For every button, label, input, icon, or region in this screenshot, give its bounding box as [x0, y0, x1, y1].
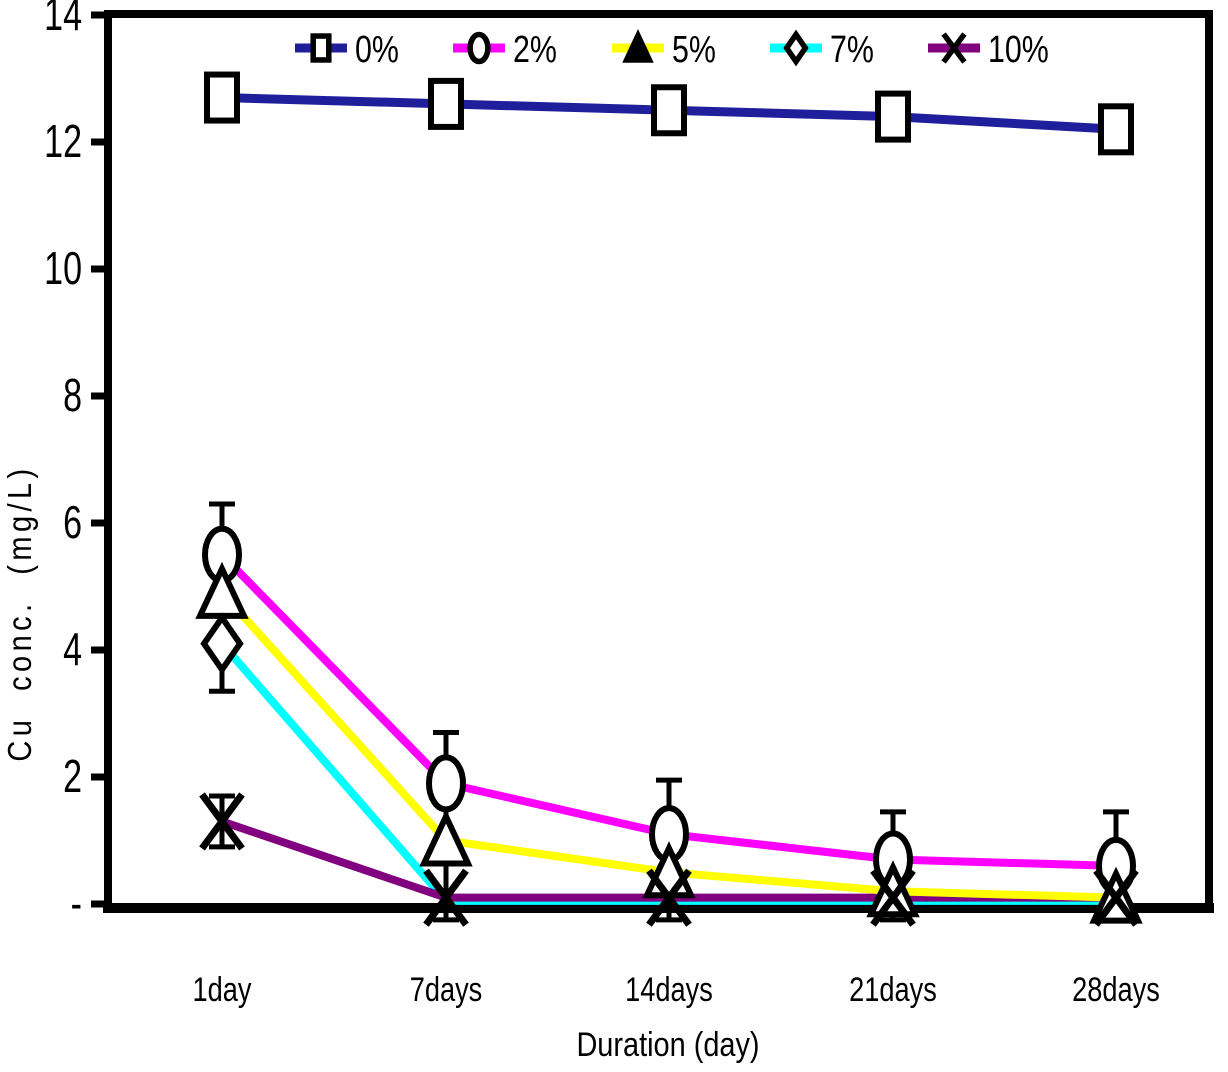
data-point-10% — [1093, 868, 1139, 927]
data-point-10% — [423, 868, 469, 927]
data-point-7% — [200, 612, 244, 675]
x-category-label: 14days — [625, 970, 713, 1009]
y-tick-label: 14 — [44, 0, 82, 40]
data-point-5% — [866, 860, 920, 918]
data-point-0% — [651, 84, 687, 137]
data-point-10% — [199, 792, 245, 851]
legend-label-0%: 0% — [355, 29, 399, 71]
y-tick-label: 4 — [63, 623, 82, 675]
y-tick-label: - — [71, 877, 82, 929]
x-category-label: 28days — [1072, 970, 1160, 1009]
legend-label-2%: 2% — [513, 29, 557, 71]
legend-label-7%: 7% — [830, 29, 874, 71]
x-axis-title: Duration (day) — [576, 1026, 760, 1064]
y-tick-label: 6 — [63, 496, 82, 548]
data-point-10% — [646, 868, 692, 927]
y-tick-label: 8 — [63, 369, 82, 421]
data-point-0% — [875, 90, 911, 143]
y-tick-label: 2 — [63, 750, 82, 802]
y-tick-label: 10 — [44, 242, 82, 294]
legend-marker-10% — [941, 32, 967, 64]
data-point-0% — [1098, 103, 1134, 156]
legend-marker-7% — [783, 29, 809, 67]
legend-marker-2% — [467, 31, 491, 65]
x-category-label: 1day — [193, 970, 252, 1009]
data-point-5% — [419, 809, 473, 867]
legend-marker-0% — [310, 33, 332, 63]
data-point-10% — [870, 868, 916, 927]
x-category-label: 7days — [410, 970, 483, 1009]
legend-label-5%: 5% — [672, 29, 716, 71]
legend-label-10%: 10% — [988, 29, 1049, 71]
y-tick-label: 12 — [44, 115, 82, 167]
plot-border — [104, 10, 1213, 911]
data-point-0% — [428, 77, 464, 130]
legend-marker-5% — [622, 29, 654, 63]
y-axis-title: Cu conc. (mg/L) — [1, 464, 38, 762]
x-category-label: 21days — [849, 970, 937, 1009]
data-point-0% — [204, 71, 240, 124]
data-point-2% — [426, 754, 466, 813]
